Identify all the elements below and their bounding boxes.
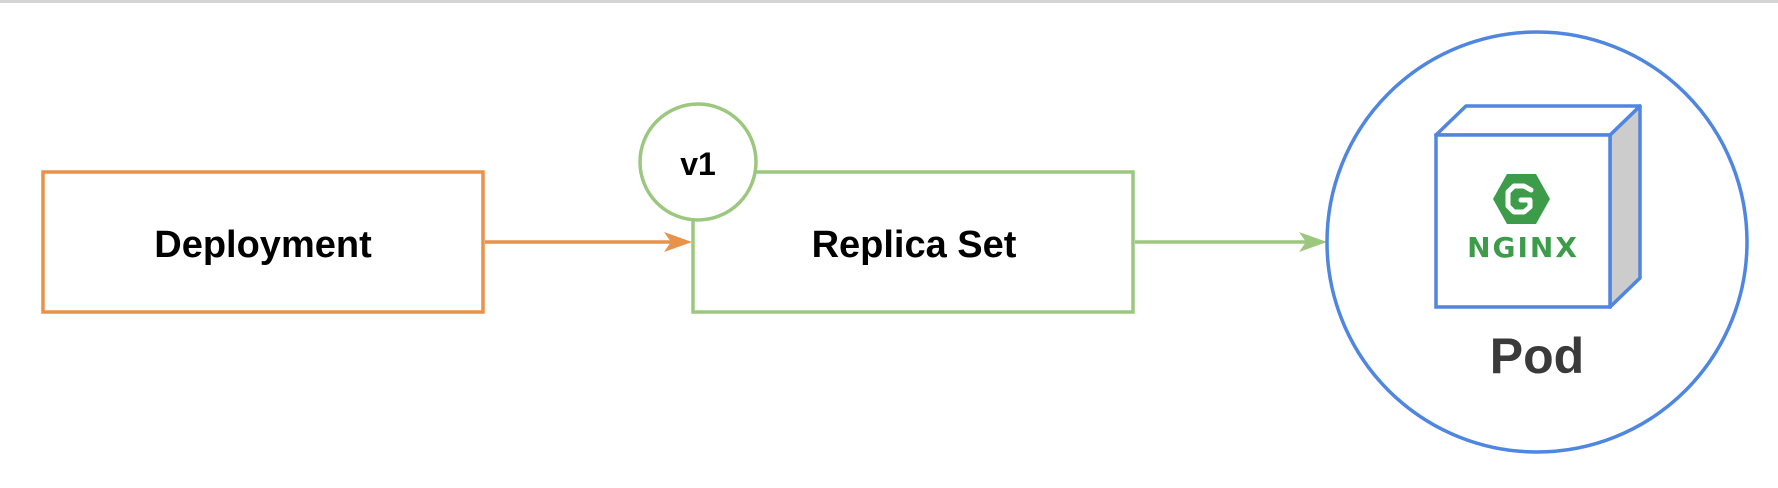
edge-replica-set-to-pod — [1135, 232, 1327, 252]
arrowhead-icon — [1299, 232, 1327, 252]
cube-top-face — [1434, 104, 1642, 137]
arrowhead-icon — [664, 232, 692, 252]
deployment-box — [41, 170, 485, 314]
pod-label: Pod — [1490, 328, 1584, 384]
replica-set-label: Replica Set — [812, 224, 1017, 266]
deployment-node[interactable]: Deployment — [41, 170, 485, 314]
replica-set-node[interactable]: Replica Set v1 — [638, 102, 1135, 314]
version-badge: v1 — [638, 102, 758, 222]
replica-set-box — [691, 170, 1135, 314]
edge-deployment-to-replica-set — [485, 232, 692, 252]
version-badge-label: v1 — [680, 146, 716, 182]
cube-side-face — [1608, 104, 1642, 309]
deployment-label: Deployment — [154, 224, 372, 266]
window-top-border — [0, 0, 1778, 3]
nginx-logo-text: NGINX — [1467, 231, 1579, 264]
version-badge-circle — [638, 102, 758, 222]
nginx-logo-icon: NGINX — [1467, 174, 1579, 264]
container-cube-icon — [1434, 104, 1642, 309]
nginx-g-glyph — [1505, 183, 1534, 215]
pod-node[interactable]: NGINX Pod — [1325, 30, 1749, 454]
